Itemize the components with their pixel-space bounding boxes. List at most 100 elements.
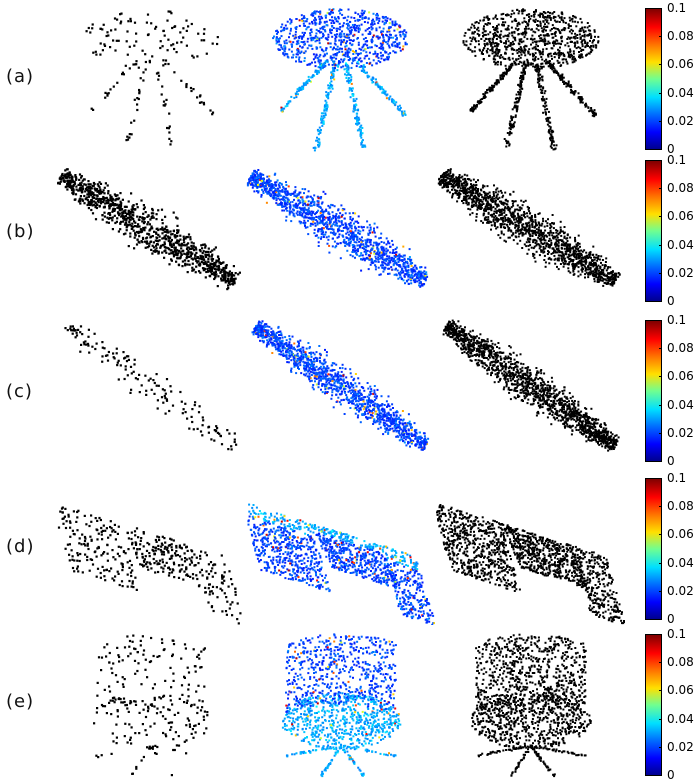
point xyxy=(268,189,271,192)
point xyxy=(148,242,151,245)
point xyxy=(353,222,355,225)
point xyxy=(146,223,149,226)
point xyxy=(349,242,352,244)
point xyxy=(331,56,334,59)
point xyxy=(195,251,198,254)
point xyxy=(204,253,207,257)
point xyxy=(71,179,74,182)
point xyxy=(545,117,548,120)
point xyxy=(109,213,112,217)
point xyxy=(579,17,582,20)
point xyxy=(539,20,542,23)
point xyxy=(333,42,336,45)
point xyxy=(134,233,137,236)
point xyxy=(359,131,362,134)
point xyxy=(549,63,552,66)
point xyxy=(295,56,298,59)
point xyxy=(392,260,395,263)
point xyxy=(498,49,501,51)
point xyxy=(191,266,194,269)
point xyxy=(316,57,319,59)
point xyxy=(362,229,365,232)
point xyxy=(183,259,187,262)
point xyxy=(120,20,123,23)
point xyxy=(319,10,322,13)
point xyxy=(391,252,394,254)
point xyxy=(381,33,383,36)
point xyxy=(548,129,550,132)
point xyxy=(119,13,122,16)
point xyxy=(211,253,214,256)
point xyxy=(112,202,115,206)
point xyxy=(340,215,343,218)
point xyxy=(306,211,309,214)
point xyxy=(139,231,142,234)
point xyxy=(83,183,86,186)
point xyxy=(62,177,65,180)
point xyxy=(407,283,410,285)
point xyxy=(405,31,408,34)
point xyxy=(589,33,592,36)
point xyxy=(296,193,299,196)
point xyxy=(84,198,87,201)
point xyxy=(259,176,262,178)
point xyxy=(467,48,470,51)
point xyxy=(172,244,175,247)
point xyxy=(471,31,474,34)
point xyxy=(90,201,93,204)
point xyxy=(343,58,346,61)
point xyxy=(336,242,339,245)
point xyxy=(110,203,114,207)
point xyxy=(91,191,94,194)
point xyxy=(358,128,361,131)
point xyxy=(324,60,327,63)
point xyxy=(274,189,277,192)
point xyxy=(566,38,569,40)
point xyxy=(423,270,426,273)
point xyxy=(547,110,550,113)
point xyxy=(211,113,214,116)
point xyxy=(331,48,334,51)
colorbar-tick-label: 0.02 xyxy=(667,113,694,128)
point xyxy=(99,182,103,185)
point xyxy=(540,37,543,40)
point xyxy=(523,51,526,54)
point xyxy=(144,226,147,229)
point xyxy=(155,232,158,235)
point xyxy=(399,49,402,52)
point xyxy=(197,260,200,263)
point xyxy=(365,244,368,247)
point xyxy=(313,216,316,219)
point xyxy=(336,48,339,51)
point xyxy=(368,258,371,261)
point xyxy=(213,263,216,266)
point xyxy=(590,109,593,112)
point xyxy=(332,11,334,14)
point xyxy=(594,112,597,115)
point xyxy=(230,271,234,275)
point xyxy=(95,187,98,191)
point xyxy=(348,212,351,215)
point xyxy=(349,221,352,224)
point xyxy=(505,46,508,49)
point xyxy=(313,200,316,203)
point xyxy=(335,213,338,215)
point xyxy=(91,27,94,30)
point xyxy=(562,80,565,83)
point xyxy=(515,101,518,104)
point xyxy=(324,114,327,116)
point xyxy=(573,60,576,63)
point xyxy=(568,16,571,19)
point xyxy=(105,202,108,205)
point xyxy=(67,181,70,184)
point xyxy=(383,259,386,262)
point xyxy=(567,53,570,56)
point xyxy=(157,209,160,212)
point xyxy=(593,113,596,116)
point xyxy=(328,217,331,220)
point xyxy=(394,259,397,262)
point xyxy=(303,219,306,222)
point xyxy=(169,230,172,233)
point xyxy=(325,14,328,17)
point xyxy=(227,274,230,277)
